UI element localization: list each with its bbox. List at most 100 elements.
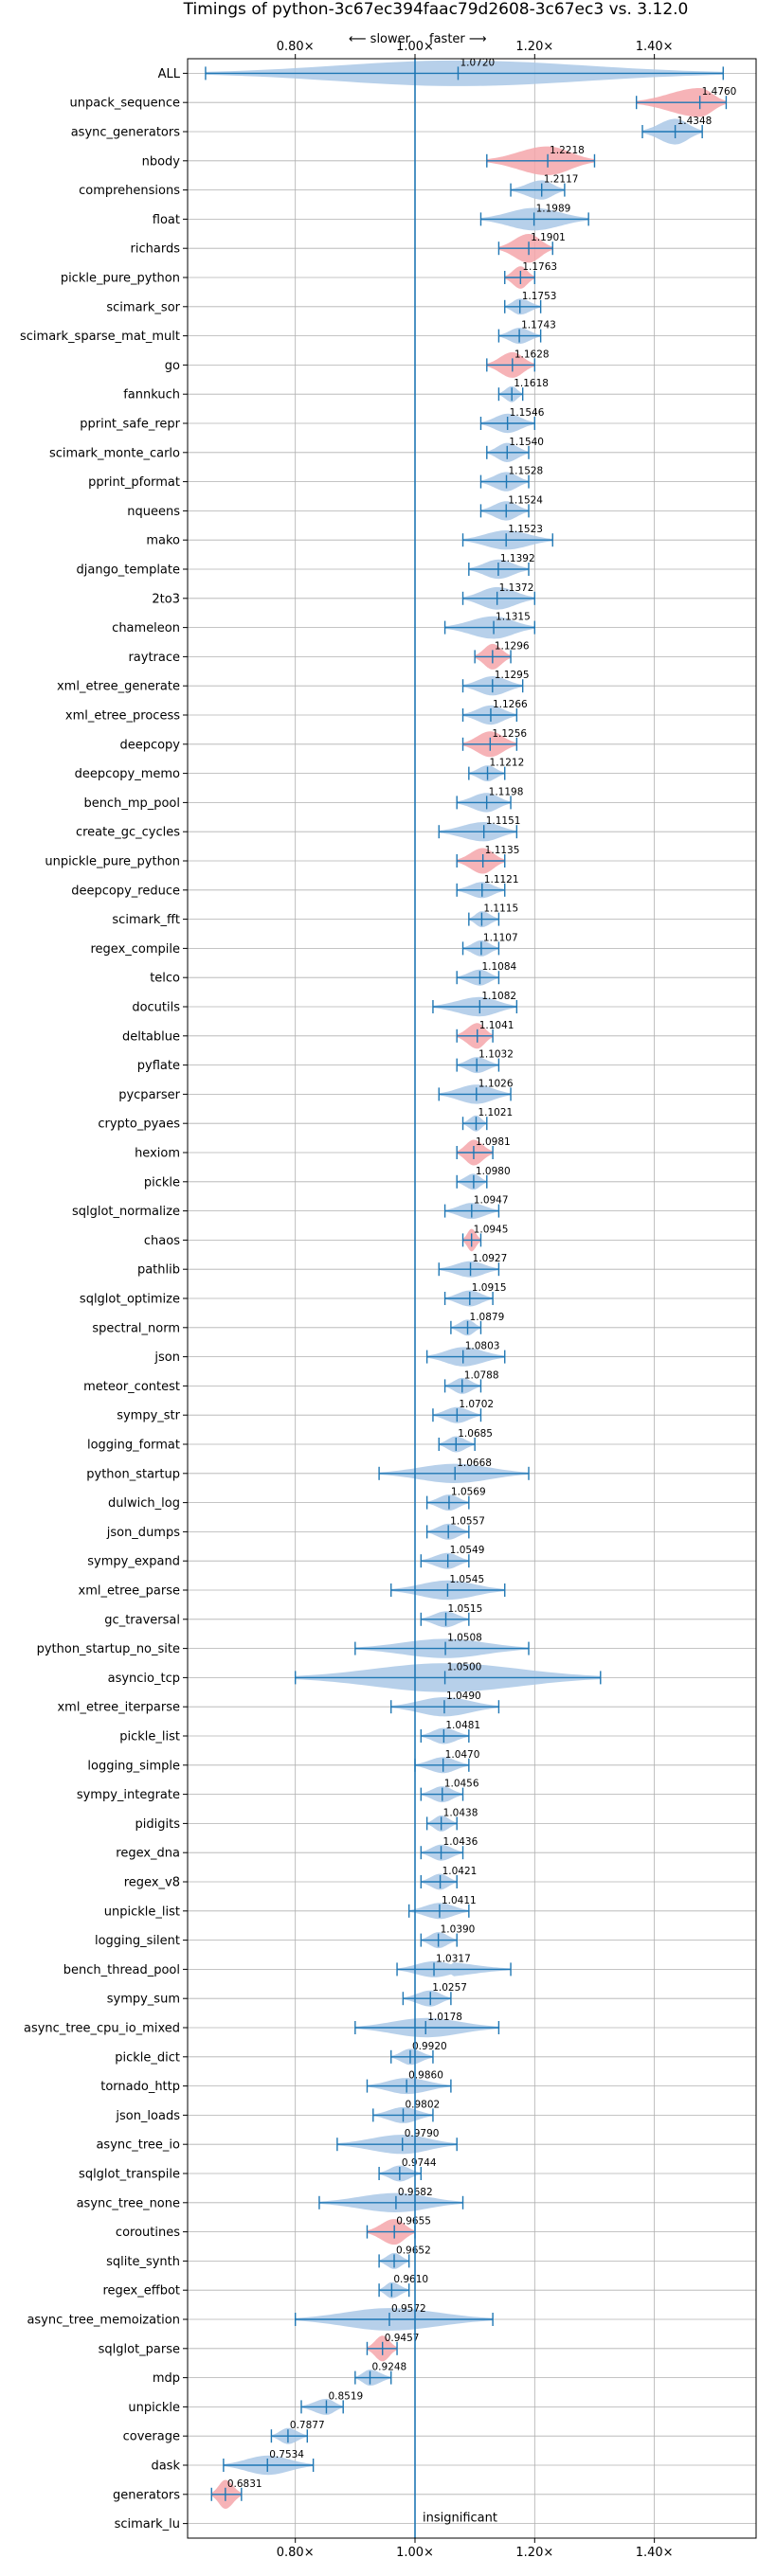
benchmark-label: regex_compile (90, 942, 180, 957)
value-label: 1.0980 (476, 1166, 511, 1177)
value-label: 1.0178 (427, 2012, 462, 2023)
benchmark-label: sqlglot_transpile (79, 2168, 180, 2182)
benchmark-label: async_tree_none (77, 2196, 180, 2210)
value-label: 1.1296 (495, 640, 530, 652)
benchmark-label: sqlglot_parse (99, 2342, 180, 2356)
benchmark-label: python_startup_no_site (37, 1642, 180, 1656)
benchmark-label: crypto_pyaes (98, 1118, 180, 1132)
x-tick-label-bottom: 1.20× (515, 2546, 553, 2560)
value-label: 1.1540 (509, 437, 544, 448)
violin-layer: 1.0720 1.4760 1.4348 1.2218 1.2117 1.1989 1.19… (205, 57, 736, 2538)
value-label: 1.0569 (451, 1487, 486, 1498)
benchmark-label: scimark_monte_carlo (49, 446, 180, 460)
benchmark-label: sympy_str (117, 1409, 180, 1423)
value-label: 1.0702 (459, 1399, 494, 1410)
value-label: 1.0685 (458, 1428, 493, 1440)
benchmark-label: pathlib (137, 1263, 180, 1278)
benchmark-label: bench_thread_pool (63, 1963, 180, 1977)
value-label: 1.1315 (496, 612, 531, 623)
x-tick-label-top: 1.00× (396, 40, 434, 54)
benchmark-label: deepcopy_memo (75, 767, 180, 781)
benchmark-label: pickle_list (119, 1730, 180, 1744)
value-label: 1.1523 (508, 524, 543, 535)
benchmark-label: chaos (144, 1234, 180, 1248)
value-label: 1.0545 (449, 1574, 484, 1585)
value-label: 1.0411 (442, 1895, 477, 1906)
benchmark-label: pprint_pformat (88, 475, 180, 490)
benchmark-label: ALL (158, 67, 181, 81)
value-label: 0.9744 (402, 2157, 437, 2169)
value-label: 1.0317 (436, 1953, 471, 1964)
value-label: 1.0947 (474, 1195, 509, 1207)
value-label: 1.0490 (446, 1690, 481, 1702)
value-label: 1.0438 (443, 1807, 478, 1818)
benchmark-label: asyncio_tcp (108, 1672, 180, 1686)
insignificant-label: insignificant (423, 2512, 497, 2526)
value-label: 0.7877 (290, 2420, 325, 2431)
benchmark-label: django_template (77, 564, 180, 578)
chart-title: Timings of python-3c67ec394faac79d2608-3… (183, 0, 689, 19)
value-label: 0.9802 (405, 2099, 440, 2110)
value-label: 1.1082 (481, 991, 516, 1002)
benchmark-label: dask (151, 2460, 180, 2474)
benchmark-label: logging_format (87, 1439, 180, 1453)
value-label: 1.0668 (457, 1458, 492, 1469)
x-tick-label-bottom: 1.40× (636, 2546, 674, 2560)
value-label: 1.0945 (474, 1224, 509, 1235)
benchmark-label: chameleon (112, 621, 180, 635)
benchmark-label: sqlglot_optimize (80, 1293, 180, 1307)
benchmark-label: pickle_dict (115, 2050, 180, 2065)
value-label: 0.9652 (396, 2245, 431, 2256)
value-label: 1.0390 (441, 1924, 476, 1936)
value-label: 1.1021 (478, 1107, 513, 1118)
benchmark-label: docutils (132, 1001, 180, 1015)
value-label: 1.0803 (465, 1341, 500, 1352)
benchmark-label: deepcopy_reduce (71, 884, 180, 898)
value-label: 1.0927 (473, 1253, 508, 1264)
value-label: 1.4348 (677, 116, 713, 127)
value-label: 1.1032 (478, 1049, 514, 1061)
benchmark-label: deltablue (122, 1029, 180, 1044)
value-label: 1.0508 (447, 1633, 482, 1644)
benchmark-label: pickle_pure_python (61, 272, 180, 286)
benchmark-label: coverage (123, 2430, 180, 2444)
value-label: 1.1743 (521, 320, 556, 331)
value-label: 1.1546 (510, 407, 545, 419)
value-label: 0.9860 (408, 2070, 443, 2082)
benchmark-label: pprint_safe_repr (80, 418, 180, 432)
value-label: 1.0557 (450, 1515, 485, 1527)
benchmark-label: raytrace (128, 651, 180, 665)
benchmark-label: pyflate (137, 1059, 180, 1073)
benchmark-label: float (153, 213, 180, 227)
value-label: 0.6831 (227, 2478, 262, 2490)
benchmark-label: regex_v8 (124, 1876, 180, 1890)
plot-frame (187, 58, 757, 2539)
benchmark-label: unpack_sequence (69, 97, 180, 111)
value-label: 1.1041 (479, 1020, 514, 1031)
benchmark-label: go (165, 359, 180, 373)
value-label: 1.0470 (445, 1749, 480, 1761)
value-label: 1.1084 (481, 961, 516, 973)
benchmark-label: async_tree_io (96, 2138, 180, 2153)
value-label: 1.1753 (522, 291, 557, 302)
value-label: 1.2218 (550, 145, 585, 156)
value-label: 1.1392 (500, 553, 535, 564)
benchmark-label: generators (113, 2488, 180, 2502)
benchmark-label: json_dumps (106, 1526, 180, 1540)
value-label: 1.1618 (514, 378, 549, 389)
value-label: 1.1763 (522, 261, 557, 273)
benchmark-label: nbody (142, 154, 181, 169)
benchmark-label: pickle (144, 1175, 180, 1190)
value-label: 1.0879 (470, 1312, 505, 1323)
value-label: 1.1121 (484, 874, 519, 886)
benchmark-label: nqueens (127, 505, 180, 519)
value-label: 1.0456 (444, 1779, 479, 1790)
benchmark-label: richards (131, 242, 181, 257)
benchmark-label: tornado_http (100, 2080, 180, 2094)
benchmark-label: unpickle (128, 2401, 180, 2415)
value-label: 1.0915 (472, 1282, 507, 1294)
value-label: 1.1628 (514, 349, 550, 360)
benchmark-label: fannkuch (123, 388, 180, 402)
value-label: 1.1256 (492, 728, 527, 740)
